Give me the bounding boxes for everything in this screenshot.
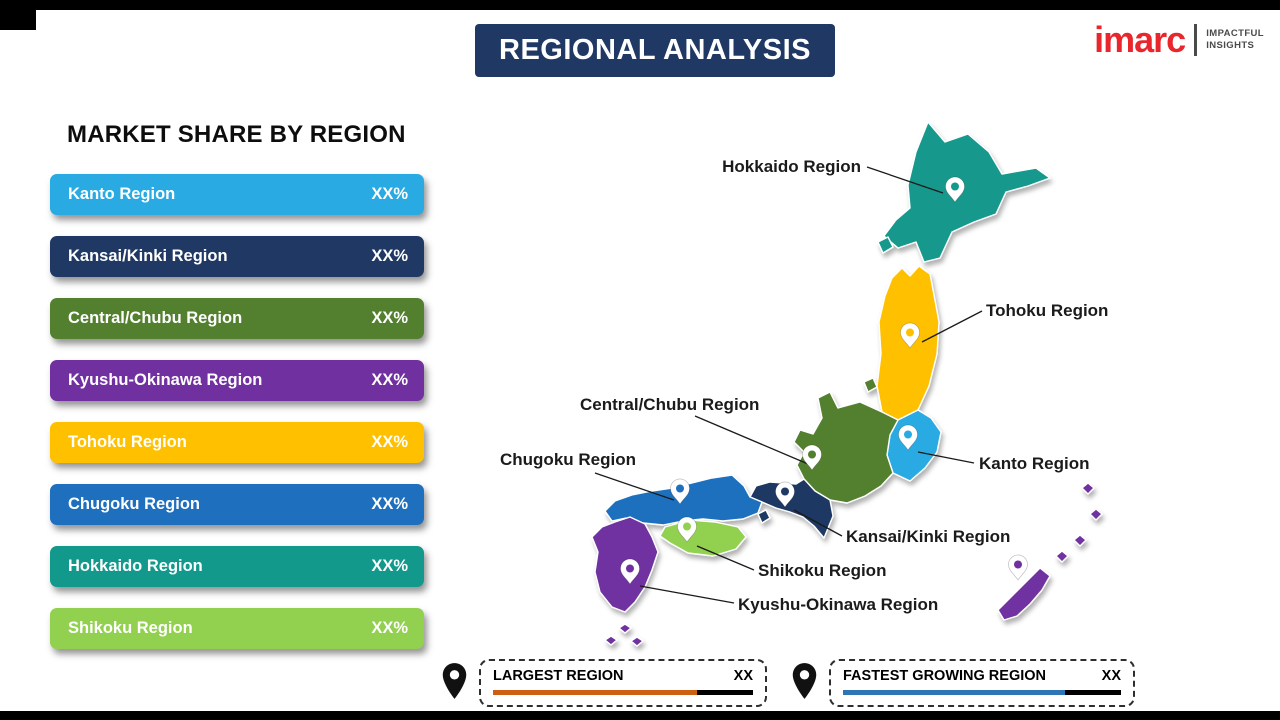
region-share-value: XX% [371,433,408,451]
largest-region-bar-black [697,690,753,695]
map-region-hokkaido [883,121,1051,263]
leader-kansai [793,509,843,537]
fastest-growing-region-legend: FASTEST GROWING REGION XX [791,659,1135,707]
map-pin-icon [792,663,817,699]
map-region-kansai [749,478,834,539]
fastest-region-bar-color [843,690,1065,695]
top-left-black-block [0,0,36,30]
map-pin-icon [442,663,467,699]
market-share-bar: Kyushu-Okinawa Region XX% [50,360,424,401]
logo-tagline-line2: INSIGHTS [1206,40,1255,51]
map-label-tohoku: Tohoku Region [986,301,1108,320]
region-share-value: XX% [371,371,408,389]
largest-region-bar-color [493,690,697,695]
region-label: Shikoku Region [68,619,193,637]
map-pin-shikoku [677,516,697,543]
market-share-bar: Central/Chubu Region XX% [50,298,424,339]
map-label-kanto: Kanto Region [979,454,1090,473]
leader-chubu [694,415,809,465]
map-pin-kanto [898,424,918,451]
region-label: Kanto Region [68,185,176,203]
region-label: Hokkaido Region [68,557,203,575]
region-label: Kyushu-Okinawa Region [68,371,263,389]
map-islet-okinawa-1 [1081,482,1095,495]
map-islet-okushiri [877,236,894,254]
largest-region-label: LARGEST REGION [493,668,624,684]
logo-divider [1194,24,1198,56]
fastest-region-box: FASTEST GROWING REGION XX [829,659,1135,707]
market-share-bar: Tohoku Region XX% [50,422,424,463]
fastest-region-bar [843,690,1121,695]
map-pin-kyushu [620,558,640,585]
largest-region-legend: LARGEST REGION XX [441,659,767,707]
region-label: Central/Chubu Region [68,309,243,327]
map-pin-okinawa [1008,554,1028,581]
market-share-bar: Kansai/Kinki Region XX% [50,236,424,277]
map-islet-okinawa-2 [1089,508,1103,521]
leader-chugoku [594,472,675,501]
region-label: Chugoku Region [68,495,200,513]
imarc-brand: imarc [1094,19,1186,60]
region-share-value: XX% [371,619,408,637]
map-islet-okinawa-3 [1073,534,1087,547]
map-label-shikoku: Shikoku Region [758,561,886,580]
map-islet-kyushu-1 [618,623,632,634]
page-title: REGIONAL ANALYSIS [475,24,835,77]
map-label-chubu: Central/Chubu Region [580,395,759,414]
map-region-shikoku [659,519,747,557]
region-share-value: XX% [371,557,408,575]
market-share-bar: Hokkaido Region XX% [50,546,424,587]
fastest-region-bar-black [1065,690,1121,695]
map-islet-awaji [757,509,771,524]
map-label-kyushu-okinawa: Kyushu-Okinawa Region [738,595,938,614]
map-islet-okinawa-4 [1055,550,1069,563]
map-label-hokkaido: Hokkaido Region [722,157,861,176]
market-share-bar: Kanto Region XX% [50,174,424,215]
logo-tagline: IMPACTFUL INSIGHTS [1206,28,1264,53]
fastest-region-value: XX [1101,668,1121,684]
page-title-text: REGIONAL ANALYSIS [499,34,811,66]
fastest-region-label: FASTEST GROWING REGION [843,668,1047,684]
region-share-value: XX% [371,309,408,327]
leader-shikoku [696,545,755,571]
map-islet-kyushu-2 [604,635,618,646]
map-pin-tohoku [900,322,920,349]
market-share-heading: MARKET SHARE BY REGION [67,121,406,148]
map-region-chubu [793,391,899,504]
region-share-value: XX% [371,495,408,513]
region-share-value: XX% [371,185,408,203]
region-label: Tohoku Region [68,433,187,451]
largest-region-value: XX [733,668,753,684]
logo-tagline-line1: IMPACTFUL [1206,27,1264,39]
leader-tohoku [921,310,983,343]
leader-kanto [917,451,975,464]
largest-region-box: LARGEST REGION XX [479,659,767,707]
map-region-chugoku [604,474,763,526]
imarc-logo: imarc IMPACTFUL INSIGHTS [1094,22,1264,58]
map-pin-kansai [775,481,795,508]
region-label: Kansai/Kinki Region [68,247,228,265]
map-label-chugoku: Chugoku Region [500,450,636,469]
market-share-bar: Chugoku Region XX% [50,484,424,525]
map-islet-sado [863,377,878,393]
map-region-okinawa-main [997,567,1051,621]
region-share-value: XX% [371,247,408,265]
map-pin-chugoku [670,478,690,505]
japan-map: Hokkaido Region Tohoku Region Central/Ch… [500,121,1108,647]
top-black-strip [0,0,1280,10]
leader-hokkaido [866,166,944,194]
map-pin-hokkaido [945,176,965,203]
map-islet-kyushu-3 [630,636,644,647]
map-label-kansai: Kansai/Kinki Region [846,527,1010,546]
market-share-list: Kanto Region XX% Kansai/Kinki Region XX% Cen… [50,174,424,649]
map-pin-chubu [802,444,822,471]
largest-region-bar [493,690,753,695]
bottom-black-strip [0,711,1280,720]
market-share-bar: Shikoku Region XX% [50,608,424,649]
leader-kyushu [639,585,735,604]
